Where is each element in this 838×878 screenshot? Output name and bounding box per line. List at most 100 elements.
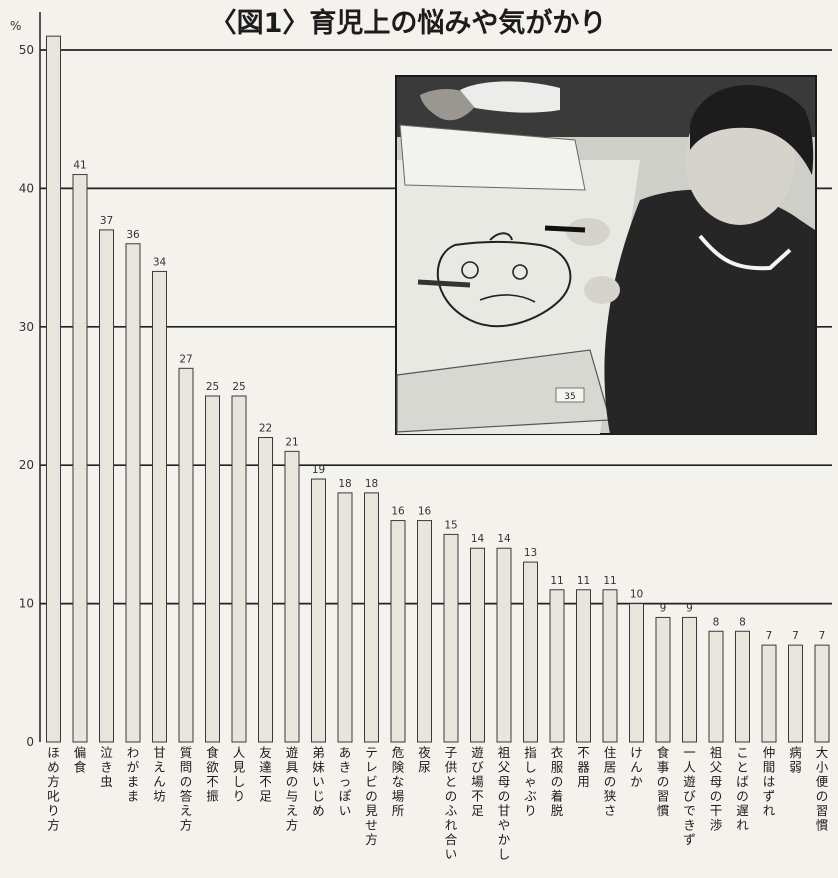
value-label-27: 8 <box>739 616 746 628</box>
bar-15 <box>417 520 432 743</box>
category-label-14: 危険な場所 <box>392 745 405 818</box>
value-label-21: 11 <box>577 575 590 587</box>
value-labels: 41 37 36 34 27 25 25 22 21 19 18 18 16 16 15 14 14 13 11 11… <box>73 160 825 643</box>
bar-25 <box>682 616 697 743</box>
bar-23 <box>629 603 644 743</box>
category-label-12: あきっぽい <box>339 745 352 818</box>
category-label-30: 大小便の習慣 <box>816 745 829 833</box>
y-axis-ticks: 0 10 20 30 40 50 <box>19 43 34 749</box>
bar-11 <box>311 478 326 743</box>
category-label-29: 病弱 <box>789 745 802 775</box>
y-tick-label-10: 10 <box>19 597 34 611</box>
category-label-27: ことばの遅れ <box>736 745 749 833</box>
y-tick-label-30: 30 <box>19 320 34 334</box>
bar-20 <box>549 589 565 743</box>
category-label-11: 弟妹いじめ <box>312 745 325 818</box>
bar-18 <box>496 547 512 743</box>
bar-8 <box>231 395 247 743</box>
y-tick-label-0: 0 <box>26 735 34 749</box>
category-label-28: 仲間はずれ <box>763 745 776 818</box>
bar-24 <box>655 616 671 743</box>
category-label-23: けんか <box>630 745 643 789</box>
bar-5 <box>152 270 167 743</box>
bar-28 <box>761 644 777 743</box>
value-label-3: 37 <box>100 215 113 227</box>
category-label-18: 祖父母の甘やかし <box>498 745 511 862</box>
category-label-13: テレビの見せ方 <box>365 745 378 847</box>
y-axis-unit: % <box>10 19 21 33</box>
value-label-5: 34 <box>153 256 167 268</box>
value-label-2: 41 <box>73 160 86 172</box>
bar-4 <box>125 243 141 743</box>
value-label-8: 25 <box>232 381 245 393</box>
value-label-18: 14 <box>497 533 511 545</box>
value-label-13: 18 <box>365 478 378 490</box>
inset-photo: 35 <box>395 75 817 435</box>
category-label-17: 遊び場不足 <box>471 745 484 818</box>
bar-19 <box>523 561 538 743</box>
value-label-12: 18 <box>338 478 351 490</box>
category-label-24: 食事の習慣 <box>657 745 670 818</box>
value-label-7: 25 <box>206 381 219 393</box>
category-label-5: 甘えん坊 <box>153 745 166 804</box>
category-label-3: 泣き虫 <box>100 745 113 789</box>
category-label-21: 不器用 <box>577 745 590 789</box>
value-label-9: 22 <box>259 423 272 435</box>
bar-26 <box>708 630 724 743</box>
category-label-2: 偏食 <box>74 745 87 775</box>
category-label-8: 人見しり <box>233 745 246 804</box>
bar-10 <box>284 450 300 743</box>
bar-6 <box>178 367 194 743</box>
value-label-15: 16 <box>418 506 432 518</box>
value-label-26: 8 <box>713 616 720 628</box>
value-label-4: 36 <box>126 229 140 241</box>
value-label-30: 7 <box>819 630 826 642</box>
bar-17 <box>470 547 485 743</box>
bar-3 <box>99 229 114 743</box>
category-label-6: 質問の答え方 <box>180 745 193 833</box>
value-label-19: 13 <box>524 547 537 559</box>
value-label-16: 15 <box>444 519 457 531</box>
category-label-15: 夜尿 <box>418 745 431 775</box>
value-label-14: 16 <box>391 506 405 518</box>
bar-30 <box>814 644 830 743</box>
category-label-7: 食欲不振 <box>206 745 219 804</box>
category-label-16: 子供とのふれ合い <box>445 745 458 862</box>
value-label-17: 14 <box>471 533 485 545</box>
value-label-29: 7 <box>792 630 799 642</box>
value-label-11: 19 <box>312 464 325 476</box>
bar-2 <box>72 174 88 743</box>
bar-7 <box>205 395 220 743</box>
y-tick-label-50: 50 <box>19 43 34 57</box>
value-label-28: 7 <box>766 630 773 642</box>
value-label-24: 9 <box>660 602 667 614</box>
chart-title: 〈図1〉育児上の悩みや気がかり <box>210 7 607 39</box>
category-label-9: 友達不足 <box>259 745 272 804</box>
value-label-23: 10 <box>630 589 643 601</box>
value-label-6: 27 <box>179 353 192 365</box>
category-label-26: 祖父母の干渉 <box>710 745 723 833</box>
category-label-22: 住居の狭さ <box>604 745 617 818</box>
value-label-25: 9 <box>686 602 693 614</box>
category-label-4: わがまま <box>127 745 140 804</box>
bars <box>46 35 830 743</box>
bar-14 <box>390 520 406 743</box>
value-label-20: 11 <box>550 575 563 587</box>
photo-number-tag: 35 <box>564 392 575 402</box>
category-label-20: 衣服の着脱 <box>551 745 564 818</box>
category-label-19: 指しゃぶり <box>524 745 537 818</box>
bar-9 <box>258 437 273 743</box>
bar-27 <box>735 630 750 743</box>
y-tick-label-40: 40 <box>19 181 34 195</box>
bar-13 <box>364 492 379 743</box>
bar-22 <box>602 589 618 743</box>
value-label-22: 11 <box>603 575 616 587</box>
bar-1 <box>46 35 61 743</box>
category-label-25: 一人遊びできず <box>683 745 696 847</box>
value-label-10: 21 <box>285 436 298 448</box>
bar-29 <box>788 644 803 743</box>
category-label-1: ほめ方叱り方 <box>47 745 60 833</box>
y-tick-label-20: 20 <box>19 458 34 472</box>
